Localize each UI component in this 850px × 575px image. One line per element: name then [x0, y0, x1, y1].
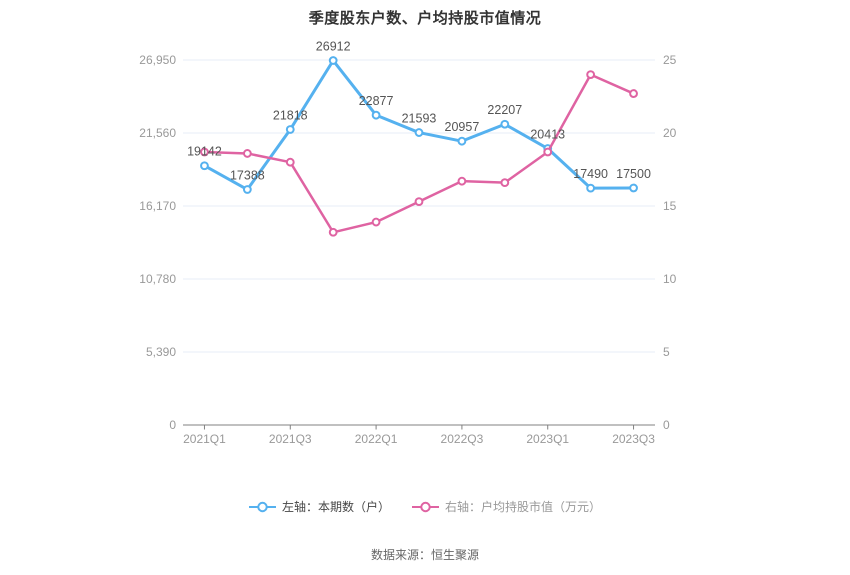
data-label: 21818 — [273, 109, 308, 123]
data-label: 21593 — [402, 112, 437, 126]
x-axis-label: 2023Q3 — [612, 432, 655, 446]
x-axis-label: 2021Q1 — [183, 432, 226, 446]
data-label: 22207 — [487, 103, 522, 117]
data-label: 22877 — [359, 94, 394, 108]
data-label: 17388 — [230, 169, 265, 183]
left-axis-label: 21,560 — [139, 126, 176, 140]
right-axis-label: 25 — [663, 53, 677, 67]
data-point-marker — [586, 70, 596, 79]
legend-line-marker-icon — [248, 501, 276, 512]
legend-item-shareholder-count[interactable]: 左轴：本期数（户） — [248, 498, 390, 515]
x-axis-label: 2023Q1 — [526, 432, 569, 446]
data-point-marker — [500, 178, 510, 188]
data-point-marker — [629, 89, 638, 98]
left-axis-label: 16,170 — [139, 199, 176, 213]
x-axis-label: 2021Q3 — [269, 432, 312, 446]
data-point-marker — [629, 183, 638, 193]
left-axis-label: 0 — [169, 418, 176, 432]
data-source-note: 数据来源：恒生聚源 — [370, 548, 479, 562]
data-point-marker — [328, 56, 338, 65]
data-label: 20957 — [445, 120, 480, 134]
data-point-marker — [200, 161, 209, 171]
legend-label: 右轴：户均持股市值（万元） — [445, 500, 602, 514]
data-point-marker — [414, 197, 424, 207]
left-axis-label: 5,390 — [146, 345, 176, 359]
x-axis-label: 2022Q3 — [441, 432, 484, 446]
data-label: 26912 — [316, 40, 351, 54]
right-axis-label: 0 — [663, 418, 670, 432]
x-axis-label: 2022Q1 — [355, 432, 398, 446]
chart-plot-area: 2021Q1 2021Q3 2022Q1 2022Q3 2023Q1 2023Q3 0 5,3… — [139, 40, 677, 446]
data-point-marker — [414, 128, 424, 137]
data-point-marker — [371, 217, 381, 227]
right-axis-label: 15 — [663, 199, 677, 213]
avg-market-value-line — [203, 73, 635, 234]
legend-label: 左轴：本期数（户） — [281, 500, 390, 514]
data-point-marker — [242, 149, 252, 158]
data-label: 17490 — [573, 167, 608, 181]
data-label: 20413 — [530, 128, 565, 142]
data-point-marker — [285, 157, 295, 167]
data-point-marker — [500, 119, 510, 129]
data-label: 17500 — [616, 167, 651, 181]
chart-legend: 左轴：本期数（户） 右轴：户均持股市值（万元） — [0, 498, 850, 515]
right-axis-label: 10 — [663, 272, 677, 286]
data-point-marker — [543, 147, 553, 157]
data-point-marker — [457, 136, 467, 146]
data-point-marker — [457, 176, 467, 186]
legend-line-marker-icon — [412, 501, 439, 512]
data-point-marker — [242, 185, 252, 194]
data-point-marker — [200, 147, 209, 157]
data-point-marker — [586, 183, 596, 193]
chart-title: 季度股东户数、户均持股市值情况 — [308, 10, 542, 27]
data-point-marker — [371, 110, 381, 120]
data-point-marker — [285, 125, 295, 134]
left-axis-label: 10,780 — [139, 272, 176, 286]
right-axis-label: 5 — [663, 345, 670, 359]
data-point-marker — [328, 227, 338, 237]
right-axis-label: 20 — [663, 126, 677, 140]
data-label: 19142 — [187, 145, 222, 159]
left-axis-label: 26,950 — [139, 53, 176, 67]
legend-item-avg-market-value[interactable]: 右轴：户均持股市值（万元） — [412, 498, 601, 515]
